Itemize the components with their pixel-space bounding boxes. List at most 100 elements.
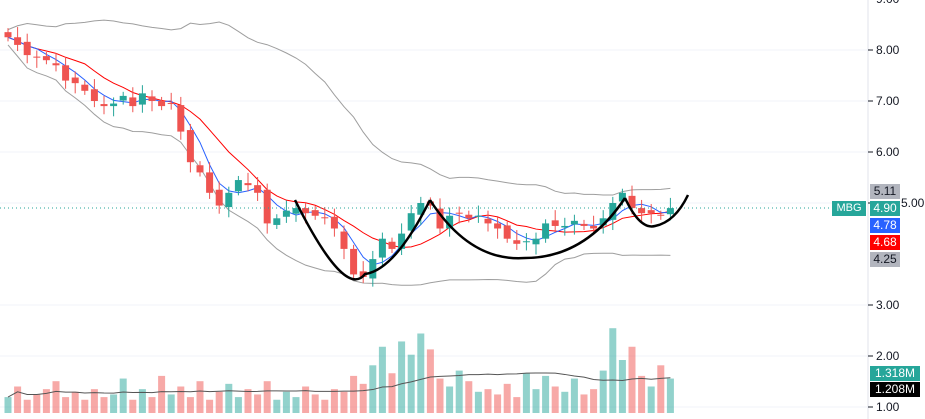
volume-bar [282,391,290,413]
candle-body [570,220,578,225]
cup-drawings [293,194,690,281]
y-tick-label: 1.00 [876,400,900,414]
volume-bar [119,378,127,413]
volume-bar [311,394,319,413]
volume-bar [407,354,415,413]
candle-body [465,214,473,219]
volume-bar [474,391,482,413]
volume-bar [196,381,204,413]
candle-body [148,96,156,101]
candle-body [494,223,502,229]
candle-body [4,32,12,38]
candle-body [590,225,598,229]
candle-body [561,225,569,228]
volume-bar [148,397,156,413]
candle-body [186,130,194,163]
volume-bar [484,389,492,413]
candle-body [407,213,415,231]
candle-body [321,217,329,219]
volume-bar [110,394,118,413]
y-tick-label: 5.00 [901,196,925,210]
volume-bar [590,389,598,413]
y-tick-label: 8.00 [876,43,900,57]
symbol-label: MBG [832,201,866,216]
cup-drawing-2 [428,197,627,260]
candle-body [398,233,406,249]
candle-body [42,56,50,61]
volume-bar [302,386,310,413]
volume-bar [158,375,166,413]
candle-body [292,208,300,214]
y-tick-label: 3.00 [876,298,900,312]
volume-bar [599,370,607,413]
candle-body [167,103,175,105]
candle-body [484,218,492,224]
last-price-label: 4.90 [870,201,900,216]
volume-bar [618,360,626,413]
candle-body [532,238,540,245]
candle-body [71,77,79,84]
candle-body [666,208,674,215]
volume-bar [647,386,655,413]
volume-bar [350,375,358,413]
candle-body [446,215,454,229]
volume-bar [638,375,646,413]
volume-bar [90,389,98,413]
candle-body [311,210,319,216]
candle-body [350,248,358,275]
candle-body [254,185,262,193]
volume-bar [561,391,569,413]
candle-body [196,165,204,173]
candle-body [244,183,252,186]
volume-bar [570,378,578,413]
candle-body [474,215,482,217]
candle-body [81,84,89,91]
volume-bar [522,373,530,413]
volume-label: 1.318M [870,366,920,381]
volume-bar [513,397,521,413]
volume-bar [388,373,396,413]
y-tick-label: 9.00 [876,0,900,6]
candle-body [417,203,425,215]
candle-body [52,63,60,66]
volume-bar [81,399,89,413]
volume-bar [71,391,79,413]
candle-body [628,195,636,209]
volume-bar [417,333,425,413]
volume-bar [465,381,473,413]
candle-body [436,208,444,229]
volume-bar [378,346,386,413]
candle-body [282,210,290,217]
candle-body [657,214,665,216]
volume-bar [52,381,60,413]
volume-bar [100,397,108,413]
candle-body [14,37,22,45]
volume-bar [263,381,271,413]
candle-body [110,103,118,107]
candle-body [330,216,338,229]
candle-body [378,238,386,258]
candle-body [138,93,146,105]
volume-bar [23,399,31,413]
lower-band-label: 4.25 [870,252,900,267]
cup-drawing-1 [293,199,432,281]
volume-bar [359,383,367,413]
candle-body [177,105,185,132]
volume-bar [244,389,252,413]
volume-bar [628,346,636,413]
volume-bar [206,399,214,413]
candle-body [359,271,367,277]
volume-bar [436,378,444,413]
volume-bar [455,370,463,413]
volume-bar [446,386,454,413]
volume-bar [33,394,41,413]
volume-bar [14,386,22,413]
y-tick-label: 2.00 [876,349,900,363]
volume-bar [609,328,617,413]
upper-bollinger-band [7,19,671,196]
candle-body [119,95,127,101]
candle-body [542,223,550,239]
candle-body [215,189,223,206]
